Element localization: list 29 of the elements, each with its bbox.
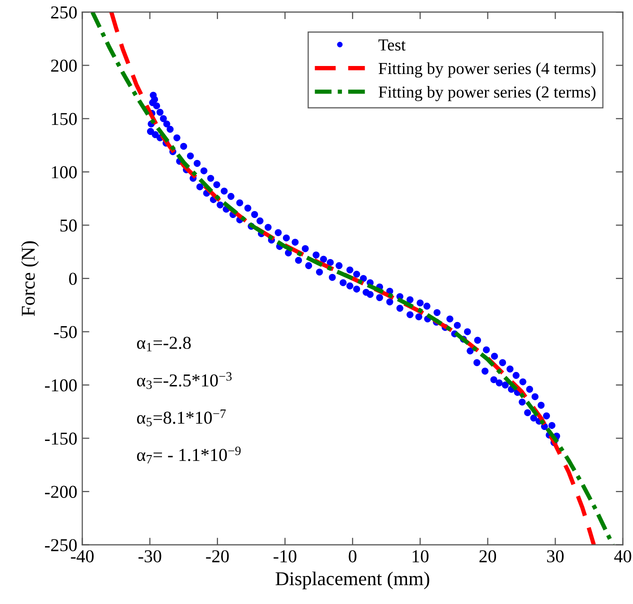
legend-label: Fitting by power series (2 terms) (378, 86, 596, 102)
y-tick-label: 100 (52, 166, 77, 178)
annotation: α$_{1}$=-2.8 (137, 336, 191, 352)
x-tick-label: -40 (70, 550, 94, 562)
y-axis-title: Force (N) (21, 241, 39, 316)
x-tick-label: 40 (614, 550, 632, 562)
annotation: α$_{5}$=8.1*10$^{−7}$ (137, 410, 226, 426)
legend-label: Fitting by power series (4 terms) (378, 62, 596, 78)
y-tick-label: -150 (45, 432, 77, 445)
x-tick-label: -20 (206, 550, 229, 562)
x-tick-label: 30 (547, 550, 564, 562)
y-tick-label: 250 (51, 6, 77, 19)
x-tick-label: -10 (274, 550, 296, 562)
annotation: α$_{7}$= - 1.1*10$^{−9}$ (137, 446, 241, 464)
x-axis-title: Displacement (mm) (276, 572, 430, 590)
y-tick-label: 0 (69, 272, 77, 285)
y-tick-label: 50 (60, 219, 77, 232)
x-tick-label: 0 (348, 550, 356, 562)
x-tick-label: 20 (479, 550, 496, 562)
y-tick-label: 150 (52, 112, 77, 126)
y-tick-label: -50 (54, 326, 77, 338)
annotation: α$_{3}$=-2.5*10$^{−3}$ (137, 372, 232, 389)
y-tick-label: 200 (51, 60, 77, 72)
x-tick-label: -30 (138, 550, 162, 562)
y-tick-label: -200 (45, 486, 77, 498)
x-tick-label: 10 (412, 550, 428, 562)
y-tick-label: -250 (45, 539, 77, 552)
legend-label: Test (378, 40, 406, 51)
y-tick-label: -100 (45, 379, 77, 392)
